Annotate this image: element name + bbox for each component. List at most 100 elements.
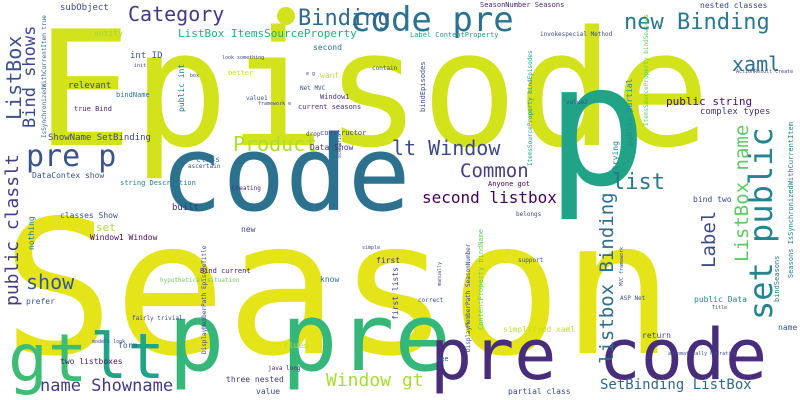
word-class: class [196,155,221,164]
word-itemssourceproperty-bindepisodes: ItemsSourceProperty bindEpisodes [527,50,534,166]
word-complex-types: complex types [700,107,771,117]
word-window1: Window1 [320,93,350,101]
word-bind-shows: Bind shows [20,25,40,128]
word-actionresult-create: ActionResult Create [736,69,794,75]
word-common: Common [460,160,529,182]
word-category: Category [128,2,225,26]
word-clues: clues [284,341,309,350]
word-pre-p: pre p [26,139,117,174]
word-simple: simple [362,245,381,251]
word-window-gt: Window gt [326,370,424,391]
word-second: second [313,43,342,52]
word-correct: correct [418,297,444,304]
word-value2: value2 [566,99,588,106]
word-episode: Episode [36,0,711,183]
word-seasons-issync: Seasons IsSynchronizedWithCurrentItem [787,122,795,278]
word-season: Season [2,180,674,397]
word-public-partial: public partial [625,78,634,146]
word-name-showname: name Showname [40,376,174,396]
word-want: want [320,71,340,80]
word-label-contentproperty: Label ContentProperty [410,31,499,39]
word-issync-true: IsSynchronizedWithCurrentItem true [41,15,48,138]
word-built: built [172,203,200,213]
word-label: Label [698,210,720,268]
word-two-listboxes: two listboxes [60,357,123,366]
word-title: Title [712,305,728,311]
word-show: show [26,270,75,294]
word-name: name [778,323,798,332]
word-box: box [190,73,200,79]
word-true-bind: true Bind [74,105,112,113]
word-e-g: e g [306,71,316,77]
word-window1-window: Window1 Window [90,233,158,242]
word-public-int: public int [177,63,186,112]
word-setbinding-listbox: SetBinding ListBox [600,377,752,393]
word-lt-window: lt Window [392,136,501,160]
word-mvc-framework: MVC framework [619,246,625,286]
word-new-binding: new Binding [624,10,770,35]
word-belongs: belongs [516,211,542,218]
word-ascertain: ascertain [188,163,221,170]
word-public-classlt: public classlt [2,154,23,306]
word-listbox-binding: listbox Binding [596,192,618,364]
word-current-seasons: current seasons [298,103,362,111]
word-binding: Binding [298,6,391,31]
word-better: better [228,69,254,77]
word-nothing: nothing [27,216,36,250]
word-manually: manually [437,261,443,286]
word-automatically-hydrating: automatically hydrating [668,351,738,357]
word-java-long: java long [268,365,301,372]
word-prefer: prefer [26,297,55,306]
word-public-data: public Data [694,295,747,304]
word-first-lists: first lists [391,267,400,320]
word-bindepisodes: bindEpisodes [419,61,427,112]
word-value: value [256,387,281,396]
word-framework-e: framework e [258,101,292,107]
word-net-mvc: Net MVC [300,85,326,92]
word-itemssourceproperty-bindseasons: ItemsSourceProperty bindSeasons [643,14,650,126]
word-relevant: relevant [68,81,112,91]
word-support: support [518,257,544,264]
word-three-nested: three nested [226,375,284,384]
word-bindname: bindName [116,91,150,99]
word-new: new [241,225,256,234]
word-datacontex-show: DataContex show [32,171,105,180]
word-subobject: subObject [60,3,109,13]
word-contain: contain [372,65,398,72]
word-listbox-itemssourceproperty: ListBox ItemsSourceProperty [178,27,357,40]
word-set: set [96,221,116,234]
word-form: form [118,341,138,350]
word-product: Product [233,132,318,156]
word-drop: drop [306,131,321,138]
word-first: first [376,256,401,265]
dot-mark [277,7,295,25]
word-fairly-trivial: fairly trivial [132,315,183,322]
word-bind-current: Bind current [200,267,251,275]
word-data-show: Data Show [310,143,354,152]
word-hypothetical-situation: hypothetical situation [160,277,240,284]
word-return: return [642,331,671,340]
word-anyone-got: Anyone got [488,180,531,188]
word-look-something: look something [222,55,265,61]
word-entity: entity [94,29,123,38]
word-bindseasons: bindSeasons [773,255,781,302]
word-classes-show: classes Show [60,211,118,220]
word-xaml: xaml [732,52,781,76]
word-listbox-name: ListBox name [731,124,753,262]
word-code-large: code [160,113,411,235]
word-string-description: string Description [120,179,196,187]
word-int-id: int ID [130,51,163,61]
word-list: list [612,170,665,195]
word-public-string: public string [666,95,753,108]
word-second-listbox: second listbox [422,188,557,207]
word-partial-class: partial class [508,387,571,396]
word-see: see [436,355,449,363]
word-gt: gt [8,320,88,397]
word-models-look: models look [92,339,126,345]
word-constructor: constructor [320,129,367,137]
word-contentproperty-bindname: ContentProperty bindName [477,228,485,330]
word-code-pre: code pre [350,0,514,40]
word-value1: value1 [246,95,268,102]
word-displaymemberpath-episodetitle: DisplayMemberPath EpisodeTitle [201,245,208,354]
